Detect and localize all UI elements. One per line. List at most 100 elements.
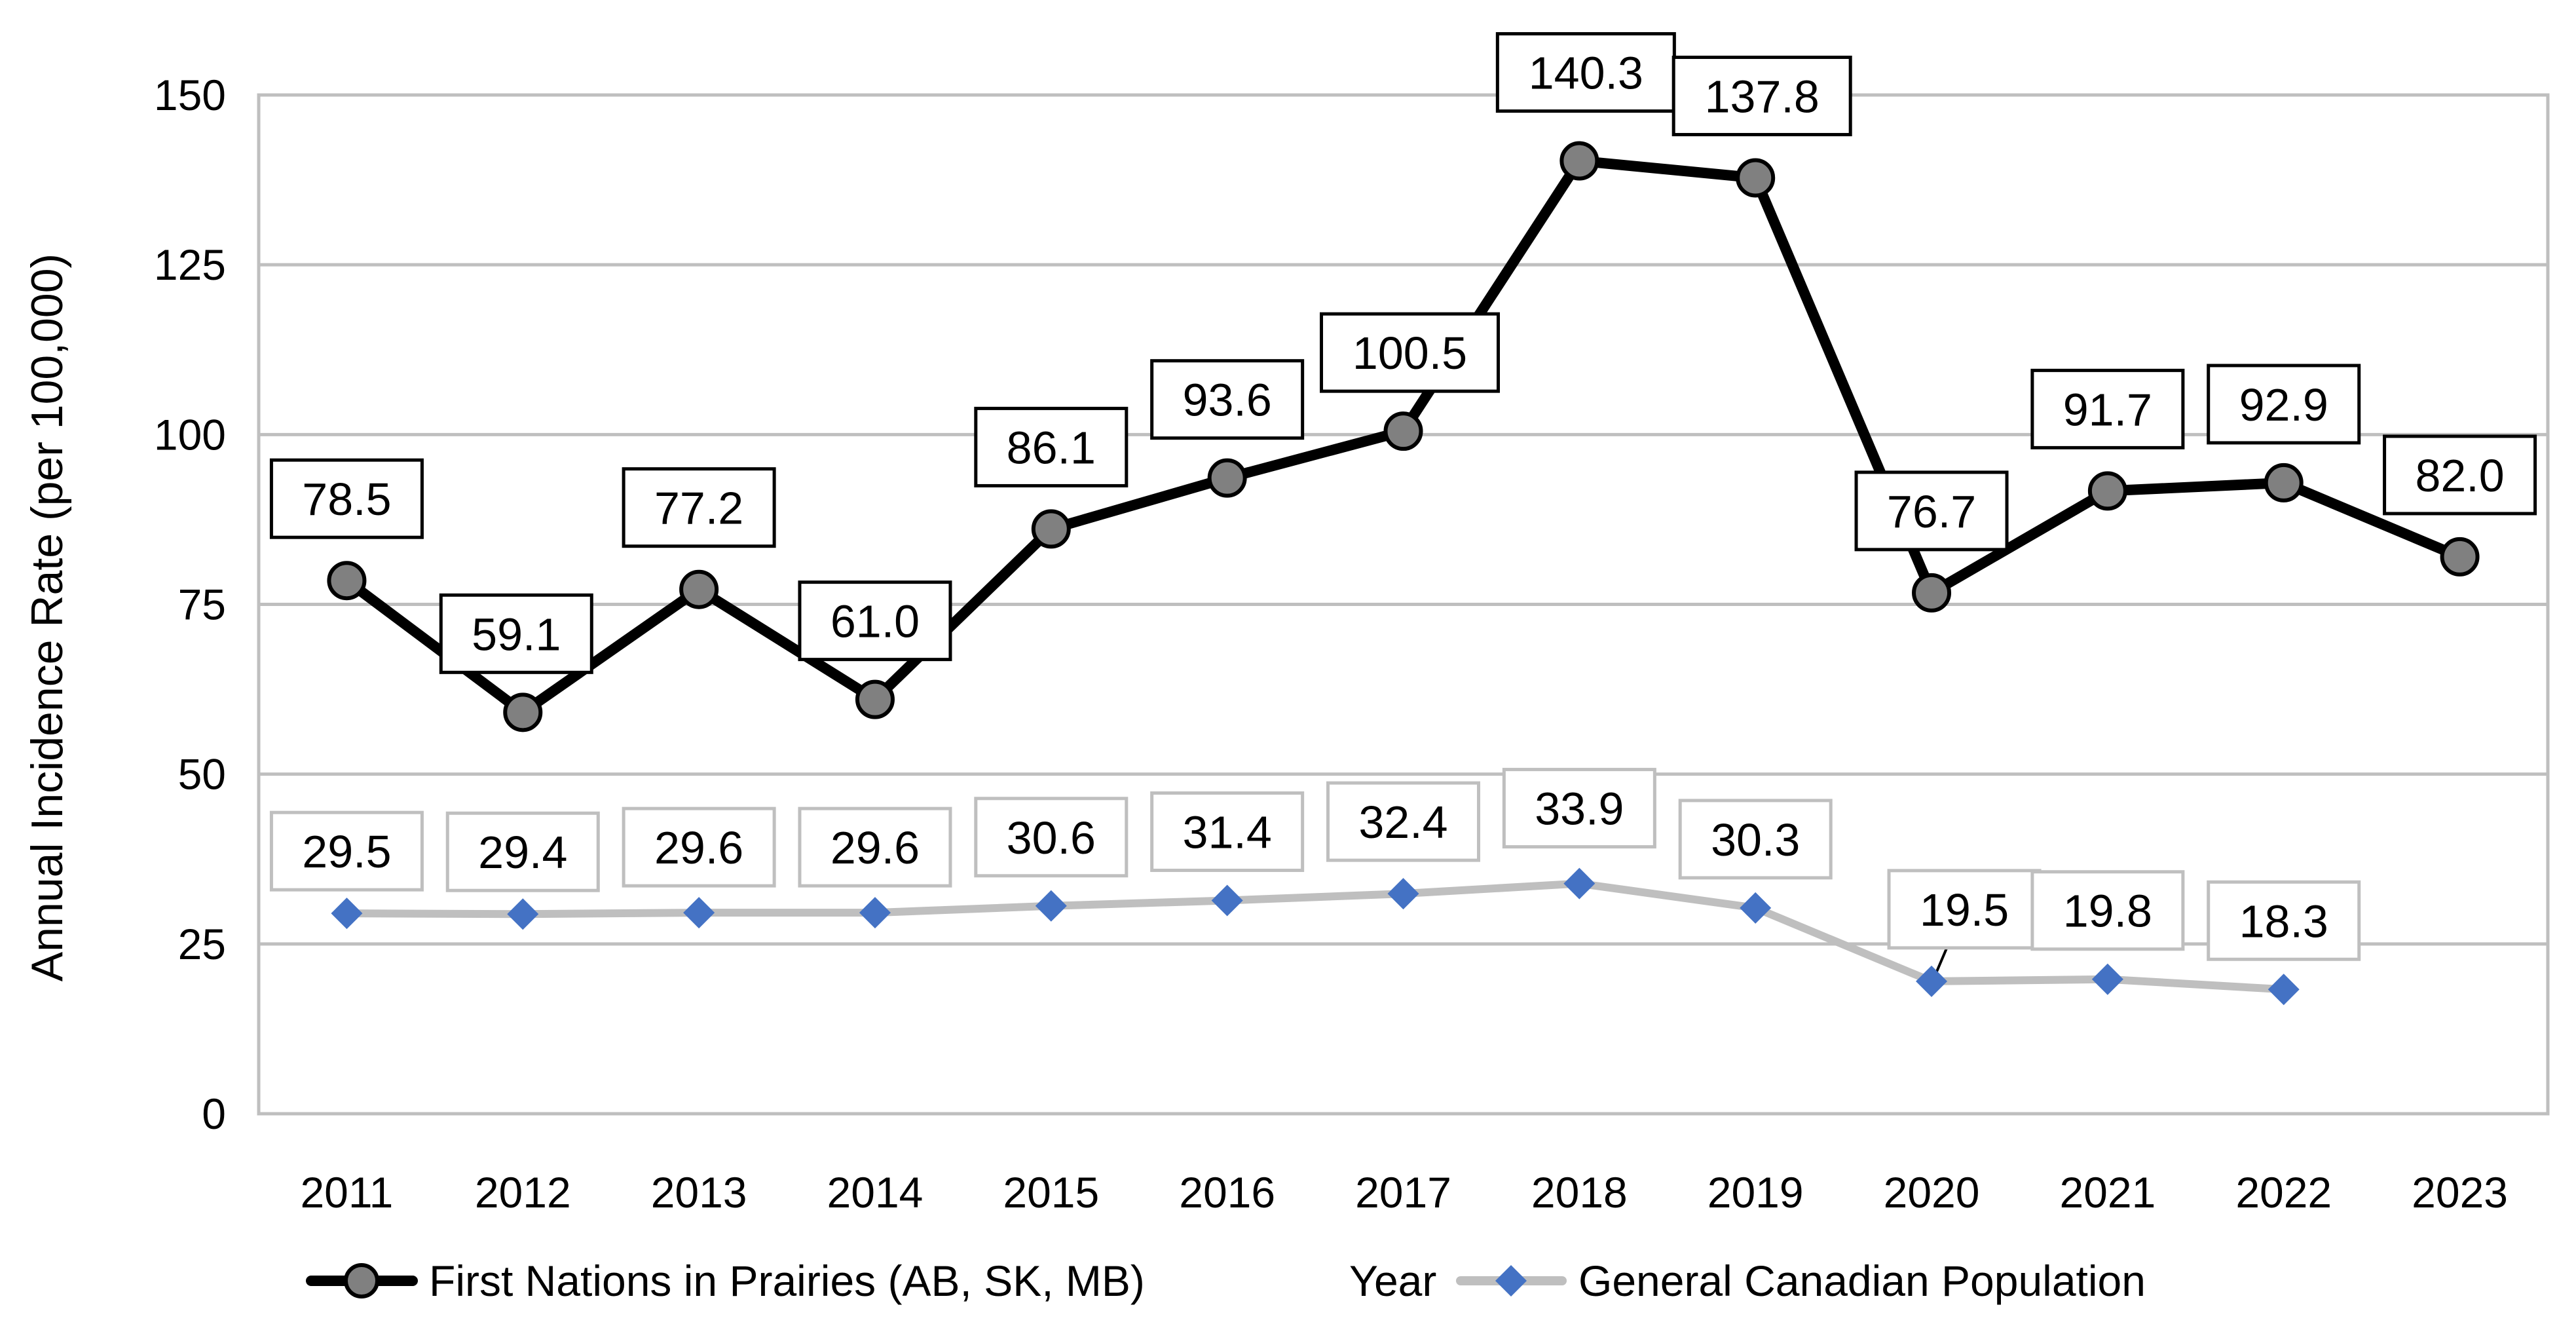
data-label-first-nations-text: 61.0	[831, 596, 920, 647]
x-tick-label: 2021	[2059, 1168, 2156, 1217]
x-tick-label: 2011	[300, 1168, 393, 1217]
x-tick-label: 2020	[1884, 1168, 1980, 1217]
data-label-general-population: 29.4	[445, 811, 600, 892]
data-label-general-population-text: 29.4	[478, 827, 567, 878]
marker-general-population	[1563, 867, 1596, 900]
marker-first-nations	[1383, 411, 1423, 451]
data-label-first-nations: 82.0	[2383, 434, 2537, 516]
x-tick-label: 2019	[1708, 1168, 1804, 1217]
data-label-first-nations-box	[798, 580, 952, 662]
plot-area-border	[257, 93, 2550, 1116]
data-label-general-population-box	[1502, 768, 1656, 849]
data-label-first-nations-box	[974, 406, 1129, 487]
data-label-first-nations-text: 92.9	[2239, 379, 2328, 430]
data-label-general-population-text: 29.5	[302, 826, 391, 877]
legend-label-first-nations: First Nations in Prairies (AB, SK, MB)	[429, 1257, 1145, 1305]
marker-first-nations	[1207, 458, 1247, 498]
marker-general-population	[683, 897, 715, 929]
data-label-first-nations-text: 93.6	[1183, 375, 1272, 426]
legend-marker-general-population	[1495, 1265, 1527, 1297]
y-tick-label: 50	[178, 750, 226, 799]
data-label-general-population-text: 32.4	[1358, 797, 1447, 848]
x-tick-label: 2023	[2412, 1168, 2508, 1217]
data-label-first-nations-text: 78.5	[302, 474, 391, 525]
legend-label-general-population: General Canadian Population	[1578, 1257, 2146, 1305]
data-label-first-nations-text: 59.1	[472, 609, 561, 660]
data-label-general-population: 32.4	[1326, 781, 1480, 862]
data-label-first-nations: 78.5	[269, 458, 424, 539]
data-label-first-nations: 140.3	[1495, 32, 1676, 113]
data-label-general-population: 33.9	[1502, 768, 1656, 849]
data-label-first-nations-text: 86.1	[1007, 422, 1096, 473]
x-tick-label: 2022	[2235, 1168, 2332, 1217]
data-label-general-population-box	[622, 806, 776, 888]
x-tick-label: 2016	[1179, 1168, 1275, 1217]
x-axis-ticks: 2011 2012 2013 2014 2015 2016 2017 2018 2019 2020…	[300, 1168, 2508, 1217]
marker-general-population	[2268, 974, 2300, 1006]
data-labels: 29.5 29.4 29.6 29.6 30.6 31.4 32.4 33.9 30.3 19.5…	[269, 32, 2537, 961]
data-label-general-population-text: 18.3	[2239, 896, 2328, 947]
data-label-first-nations-box	[622, 467, 776, 548]
data-label-first-nations-text: 140.3	[1529, 48, 1643, 99]
y-tick-label: 125	[154, 240, 226, 289]
data-label-general-population-box	[2030, 870, 2185, 951]
data-label-general-population-text: 29.6	[831, 822, 920, 873]
data-label-general-population: 29.6	[798, 806, 952, 888]
series-markers	[327, 141, 2480, 1006]
data-label-first-nations-box	[1671, 55, 1852, 136]
data-label-general-population-box	[1326, 781, 1480, 862]
data-label-general-population: 29.5	[269, 810, 424, 892]
marker-first-nations	[1736, 158, 1776, 198]
data-label-first-nations-box	[269, 458, 424, 539]
y-tick-label: 100	[154, 410, 226, 459]
marker-general-population	[507, 898, 539, 930]
data-label-general-population: 30.6	[974, 797, 1129, 878]
y-axis-title: Annual Incidence Rate (per 100,000)	[22, 254, 72, 981]
marker-general-population	[331, 898, 363, 930]
data-label-general-population-text: 29.6	[654, 822, 743, 873]
marker-general-population	[1387, 878, 1419, 910]
marker-first-nations	[1912, 573, 1952, 613]
data-label-first-nations-box	[2030, 368, 2185, 449]
data-label-first-nations-text: 91.7	[2063, 384, 2152, 435]
data-label-general-population-box	[1887, 869, 2042, 950]
y-tick-label: 75	[178, 580, 226, 629]
data-label-first-nations: 93.6	[1150, 359, 1305, 440]
data-label-first-nations: 76.7	[1854, 470, 2009, 552]
data-label-first-nations-text: 77.2	[654, 483, 743, 534]
marker-general-population	[1211, 884, 1243, 917]
data-label-first-nations-text: 100.5	[1353, 328, 1467, 379]
data-label-first-nations-text: 82.0	[2415, 450, 2504, 501]
marker-first-nations	[2440, 537, 2480, 577]
data-label-general-population-box	[445, 811, 600, 892]
data-label-general-population-text: 30.3	[1711, 814, 1800, 865]
marker-general-population	[1035, 890, 1067, 922]
x-tick-label: 2018	[1531, 1168, 1628, 1217]
data-label-first-nations-box	[2383, 434, 2537, 516]
legend-marker-first-nations	[344, 1263, 379, 1298]
data-label-first-nations: 77.2	[622, 467, 776, 548]
data-label-general-population-text: 31.4	[1183, 806, 1272, 858]
data-label-first-nations: 59.1	[439, 593, 593, 674]
data-label-first-nations-text: 76.7	[1887, 486, 1976, 537]
data-label-general-population-box	[269, 810, 424, 892]
x-tick-label: 2012	[475, 1168, 571, 1217]
data-label-first-nations-box	[1495, 32, 1676, 113]
data-label-first-nations: 137.8	[1671, 55, 1852, 136]
x-tick-label: 2015	[1003, 1168, 1099, 1217]
label-leader-lines	[1933, 945, 1949, 977]
marker-first-nations	[679, 569, 719, 609]
data-label-general-population-box	[1678, 799, 1833, 880]
data-label-first-nations: 91.7	[2030, 368, 2185, 449]
marker-first-nations	[503, 692, 543, 732]
data-label-general-population-text: 33.9	[1535, 784, 1624, 835]
data-label-first-nations-box	[439, 593, 593, 674]
label-leader-line	[1933, 945, 1949, 977]
legend: First Nations in Prairies (AB, SK, MB) Y…	[306, 1257, 2146, 1305]
data-label-general-population: 31.4	[1150, 791, 1305, 872]
x-tick-label: 2013	[651, 1168, 747, 1217]
x-tick-label: 2014	[827, 1168, 924, 1217]
data-label-general-population-box	[798, 806, 952, 888]
